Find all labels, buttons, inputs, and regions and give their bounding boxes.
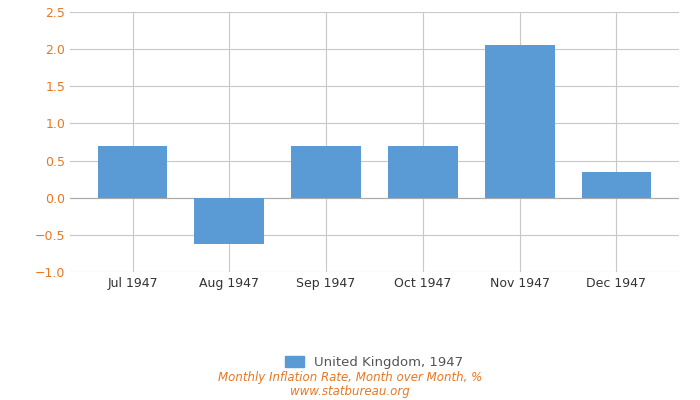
Legend: United Kingdom, 1947: United Kingdom, 1947 (280, 351, 469, 375)
Bar (291, 146, 361, 198)
Bar (98, 146, 167, 198)
Bar (388, 146, 458, 198)
Bar (582, 172, 651, 198)
Bar (485, 45, 554, 198)
Bar (195, 198, 264, 244)
Text: www.statbureau.org: www.statbureau.org (290, 385, 410, 398)
Text: Monthly Inflation Rate, Month over Month, %: Monthly Inflation Rate, Month over Month… (218, 372, 482, 384)
